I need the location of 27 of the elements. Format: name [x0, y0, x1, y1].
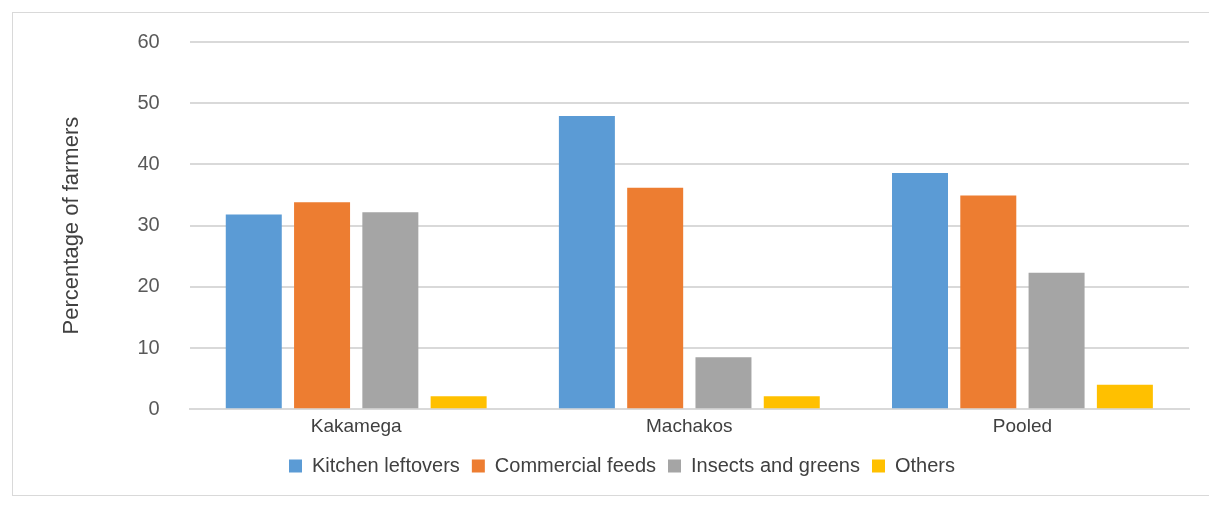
bar	[763, 396, 820, 409]
x-tick-label: Machakos	[646, 414, 733, 436]
bar	[294, 202, 351, 409]
bar	[430, 396, 487, 409]
x-tick-label: Kakamega	[310, 414, 403, 436]
y-tick-label: 30	[137, 213, 160, 236]
x-tick-label: Pooled	[992, 414, 1053, 436]
y-tick-label: 60	[137, 29, 160, 52]
bar	[892, 172, 949, 409]
legend-label: Commercial feeds	[494, 453, 657, 476]
y-tick-label: 0	[148, 396, 160, 419]
bar	[225, 214, 282, 409]
y-tick-label: 10	[137, 335, 160, 358]
y-tick-label: 40	[137, 151, 160, 174]
legend-label: Insects and greens	[691, 453, 860, 476]
y-axis-title: Percentage of farmers	[58, 116, 84, 335]
legend-label: Others	[894, 453, 956, 476]
bar	[627, 187, 684, 409]
bar	[558, 116, 615, 409]
legend-label: Kitchen leftovers	[311, 453, 460, 476]
bar	[1096, 384, 1153, 409]
bar	[960, 195, 1017, 409]
bar	[695, 357, 752, 409]
y-tick-label: 20	[137, 274, 160, 297]
y-tick-label: 50	[137, 90, 160, 113]
bar	[362, 212, 419, 409]
bar	[1028, 272, 1085, 409]
